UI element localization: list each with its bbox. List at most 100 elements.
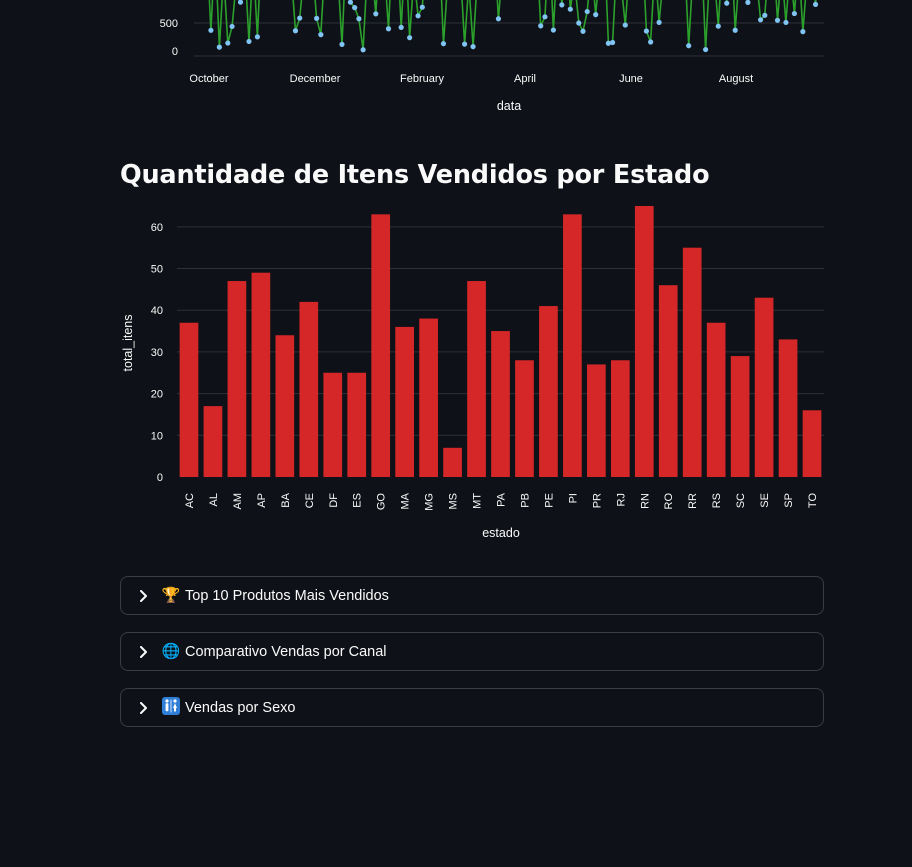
series-point[interactable] [584, 8, 590, 15]
series-point[interactable] [470, 44, 476, 50]
bar-pb[interactable] [515, 360, 534, 477]
bar-go[interactable] [371, 214, 391, 478]
series-point[interactable] [686, 43, 692, 49]
series-point[interactable] [237, 0, 244, 5]
bar-al[interactable] [203, 406, 223, 477]
series-point[interactable] [812, 1, 819, 8]
series-point[interactable] [419, 4, 425, 10]
series-point[interactable] [745, 0, 751, 5]
x-tick-label: RO [663, 493, 675, 510]
items-by-state-svg: 0 10 20 30 40 50 60 AC AL AM AP BA CE DF ES GO MA MG MS MT P… [121, 206, 824, 540]
bar-sc[interactable] [730, 356, 750, 477]
series-point[interactable] [314, 15, 320, 21]
series-point[interactable] [347, 0, 354, 5]
x-tick-label: MA [400, 492, 412, 509]
bar-ba[interactable] [275, 335, 295, 477]
bar-pa[interactable] [491, 331, 510, 477]
expander-sales-by-sex[interactable]: Vendas por Sexo [120, 688, 824, 727]
series-point[interactable] [339, 41, 345, 47]
series-point[interactable] [762, 12, 768, 18]
series-point[interactable] [576, 20, 582, 26]
series-point[interactable] [732, 27, 738, 33]
bar-rr[interactable] [682, 247, 702, 477]
series-point[interactable] [648, 39, 654, 45]
series-point[interactable] [542, 14, 548, 20]
bar-df[interactable] [323, 372, 343, 477]
bar-mg[interactable] [419, 318, 438, 477]
series-point[interactable] [538, 23, 544, 29]
globe-icon: 🌐 [161, 642, 181, 660]
bar-to[interactable] [802, 410, 822, 477]
bar-ma[interactable] [395, 326, 414, 477]
series-point[interactable] [254, 34, 261, 40]
bar-rj[interactable] [610, 360, 630, 477]
x-tick-label: BA [280, 492, 292, 507]
series-point[interactable] [229, 23, 235, 30]
y-tick-label: 0 [157, 472, 163, 484]
bar-am[interactable] [227, 281, 247, 477]
series-point[interactable] [791, 10, 798, 17]
bar-ap[interactable] [251, 272, 271, 477]
series-point[interactable] [567, 6, 573, 12]
series-point[interactable] [246, 38, 252, 45]
bar-pr[interactable] [587, 364, 606, 477]
expander-top-products[interactable]: 🏆 Top 10 Produtos Mais Vendidos [120, 576, 824, 615]
bar-rs[interactable] [706, 322, 726, 477]
series-point[interactable] [622, 22, 628, 28]
series-point[interactable] [774, 17, 781, 23]
x-tick-label: CE [304, 493, 316, 508]
chevron-right-icon [137, 701, 151, 715]
bar-mt[interactable] [467, 281, 486, 477]
series-point[interactable] [609, 39, 616, 46]
series-point[interactable] [462, 41, 468, 47]
bar-pe[interactable] [539, 306, 558, 477]
series-point[interactable] [800, 29, 806, 35]
series-point[interactable] [440, 41, 447, 47]
x-tick-label: RN [639, 493, 651, 509]
x-tick-label: PE [543, 493, 555, 508]
series-point[interactable] [703, 46, 709, 53]
bar-rn[interactable] [634, 206, 654, 477]
series-point[interactable] [352, 5, 358, 11]
series-point[interactable] [297, 15, 303, 21]
series-point[interactable] [415, 13, 421, 19]
series-point[interactable] [373, 11, 379, 17]
x-tick-label: AP [256, 493, 268, 508]
bar-ce[interactable] [299, 301, 319, 477]
series-point[interactable] [605, 40, 611, 46]
bar-pi[interactable] [563, 214, 582, 478]
series-point[interactable] [216, 44, 222, 50]
bar-ms[interactable] [443, 447, 462, 477]
series-point[interactable] [559, 2, 565, 8]
series-point[interactable] [656, 19, 662, 25]
series-point[interactable] [208, 27, 214, 33]
x-tick-label: PI [567, 493, 579, 503]
series-point[interactable] [225, 40, 231, 46]
series-point[interactable] [757, 17, 764, 23]
series-point[interactable] [643, 28, 650, 34]
bar-se[interactable] [754, 297, 774, 477]
series-point[interactable] [593, 12, 599, 18]
bar-ro[interactable] [658, 285, 678, 477]
series-point[interactable] [580, 28, 586, 34]
bar-ac[interactable] [179, 322, 199, 477]
series-point[interactable] [398, 24, 404, 30]
x-tick-label: RS [711, 493, 723, 508]
expander-label: Comparativo Vendas por Canal [185, 643, 387, 660]
series-point[interactable] [724, 0, 730, 6]
bar-sp[interactable] [778, 339, 798, 477]
series-point[interactable] [356, 16, 362, 22]
series-point[interactable] [715, 23, 721, 29]
y-tick-label: 30 [151, 347, 163, 359]
series-point[interactable] [385, 26, 392, 32]
series-point[interactable] [783, 19, 789, 26]
x-tick-label: ES [352, 493, 364, 508]
series-point[interactable] [495, 16, 502, 22]
series-point[interactable] [292, 28, 299, 34]
expander-sales-by-channel[interactable]: 🌐 Comparativo Vendas por Canal [120, 632, 824, 671]
bar-es[interactable] [347, 372, 367, 477]
series-point[interactable] [318, 32, 324, 38]
series-point[interactable] [360, 47, 366, 53]
series-point[interactable] [550, 27, 556, 33]
series-point[interactable] [407, 35, 413, 41]
